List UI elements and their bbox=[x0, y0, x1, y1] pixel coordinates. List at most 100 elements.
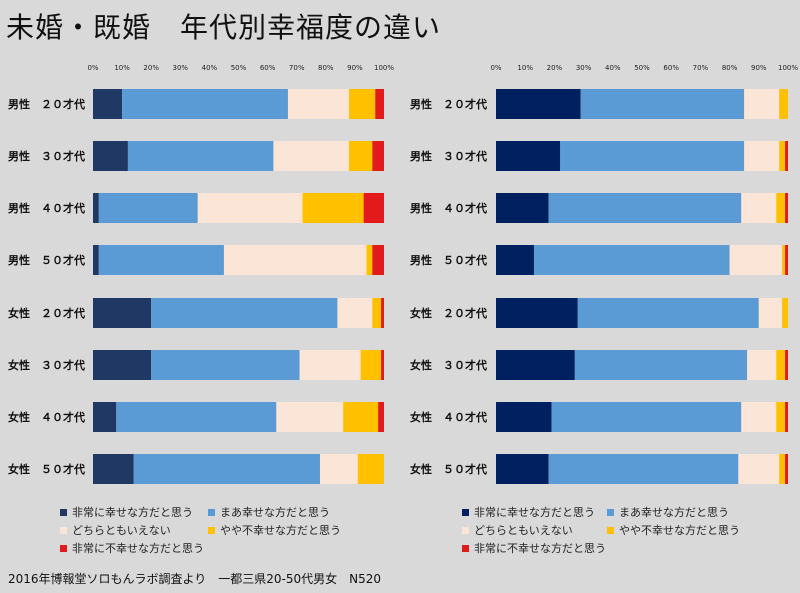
bar-segment bbox=[776, 193, 786, 223]
bar-segment bbox=[574, 350, 748, 380]
legend-label: どちらともいえない bbox=[72, 524, 171, 537]
bar-segment bbox=[548, 454, 739, 484]
legend-item: どちらともいえない bbox=[60, 522, 171, 538]
bar-segment bbox=[496, 454, 549, 484]
bar-segment bbox=[785, 454, 788, 484]
category-label: 男性 ４０才代 bbox=[410, 201, 487, 215]
bar-segment bbox=[785, 402, 788, 432]
legend-label: まあ幸せな方だと思う bbox=[220, 506, 330, 519]
x-tick-label: 40% bbox=[605, 64, 621, 72]
x-tick-label: 80% bbox=[318, 64, 334, 72]
legend-label: どちらともいえない bbox=[474, 524, 573, 537]
bar-segment bbox=[372, 298, 382, 328]
legend-label: 非常に不幸せな方だと思う bbox=[474, 542, 606, 555]
x-tick-label: 20% bbox=[547, 64, 563, 72]
bar-segment bbox=[560, 141, 745, 171]
bar-segment bbox=[133, 454, 320, 484]
bar-segment bbox=[276, 402, 344, 432]
legend-item: 非常に幸せな方だと思う bbox=[60, 504, 193, 520]
bar-segment bbox=[366, 245, 373, 275]
category-label: 男性 ２０才代 bbox=[410, 97, 487, 111]
bar-segment bbox=[93, 298, 152, 328]
bar-segment bbox=[372, 141, 384, 171]
bar-segment bbox=[776, 350, 786, 380]
page-title: 未婚・既婚 年代別幸福度の違い bbox=[6, 11, 442, 44]
x-tick-label: 50% bbox=[231, 64, 247, 72]
bar-segment bbox=[744, 141, 780, 171]
category-label: 男性 ５０才代 bbox=[8, 253, 85, 267]
bar-segment bbox=[580, 89, 745, 119]
bar-segment bbox=[747, 350, 777, 380]
category-label: 女性 ４０才代 bbox=[8, 410, 85, 424]
bar-segment bbox=[93, 141, 128, 171]
bar-segment bbox=[197, 193, 303, 223]
bar-segment bbox=[98, 245, 224, 275]
category-label: 男性 ２０才代 bbox=[8, 97, 85, 111]
bar-segment bbox=[349, 141, 373, 171]
category-label: 女性 ５０才代 bbox=[410, 462, 487, 476]
bar-segment bbox=[782, 245, 786, 275]
x-tick-label: 90% bbox=[347, 64, 363, 72]
x-tick-label: 70% bbox=[289, 64, 305, 72]
bar-segment bbox=[785, 141, 788, 171]
bar-segment bbox=[151, 298, 338, 328]
legend-label: やや不幸せな方だと思う bbox=[220, 524, 341, 537]
x-tick-label: 60% bbox=[260, 64, 276, 72]
bar-segment bbox=[496, 245, 534, 275]
bar-segment bbox=[496, 402, 552, 432]
bar-segment bbox=[779, 89, 788, 119]
chart-married: 0% 10% 20% 30% 40% 50% 60% 70% 80% 90% 100% 男性 ２０才代… bbox=[410, 64, 798, 484]
chart-unmarried: 0% 10% 20% 30% 40% 50% 60% 70% 80% 90% 100% 男性 ２０才代… bbox=[8, 64, 394, 484]
legend-swatch bbox=[60, 526, 67, 534]
legend-label: 非常に幸せな方だと思う bbox=[474, 506, 595, 519]
legend-label: やや不幸せな方だと思う bbox=[619, 524, 740, 537]
bar-segment bbox=[785, 193, 788, 223]
legend-swatch bbox=[462, 508, 469, 516]
category-label: 男性 ３０才代 bbox=[8, 149, 85, 163]
x-tick-label: 100% bbox=[374, 64, 394, 72]
legend-item: 非常に不幸せな方だと思う bbox=[60, 540, 204, 556]
bar-segment bbox=[496, 193, 549, 223]
bar-segment bbox=[577, 298, 759, 328]
category-label: 女性 ３０才代 bbox=[8, 358, 85, 372]
bar-segment bbox=[741, 402, 777, 432]
category-label: 男性 ３０才代 bbox=[410, 149, 487, 163]
bar-segment bbox=[776, 402, 786, 432]
bar-segment bbox=[349, 89, 376, 119]
bar-segment bbox=[363, 193, 384, 223]
bar-segment bbox=[343, 402, 379, 432]
bar-segment bbox=[758, 298, 783, 328]
x-tick-label: 30% bbox=[173, 64, 189, 72]
source-note: 2016年博報堂ソロもんラボ調査より 一都三県20-50代男女 N520 bbox=[8, 572, 382, 586]
legend-swatch bbox=[208, 508, 215, 516]
x-tick-label: 30% bbox=[576, 64, 592, 72]
bar-segment bbox=[738, 454, 780, 484]
bar-segment bbox=[273, 141, 350, 171]
bar-segment bbox=[122, 89, 288, 119]
x-tick-label: 60% bbox=[663, 64, 679, 72]
legend-swatch bbox=[60, 508, 67, 516]
x-tick-label: 70% bbox=[693, 64, 709, 72]
legend-swatch bbox=[208, 526, 215, 534]
bar-segment bbox=[533, 245, 730, 275]
legend-left: 非常に幸せな方だと思う まあ幸せな方だと思う どちらともいえない やや不幸せな方… bbox=[60, 504, 390, 564]
bar-segment bbox=[93, 350, 152, 380]
bar-segment bbox=[127, 141, 274, 171]
bar-segment bbox=[741, 193, 777, 223]
bar-segment bbox=[116, 402, 277, 432]
bar-segment bbox=[785, 350, 788, 380]
category-label: 女性 ３０才代 bbox=[410, 358, 487, 372]
bar-segment bbox=[785, 245, 788, 275]
bar-segment bbox=[729, 245, 783, 275]
category-label: 男性 ４０才代 bbox=[8, 201, 85, 215]
bar-segment bbox=[375, 89, 384, 119]
x-tick-label: 50% bbox=[634, 64, 650, 72]
bar-segment bbox=[93, 89, 123, 119]
bar-segment bbox=[548, 193, 742, 223]
bar-segment bbox=[223, 245, 367, 275]
bar-segment bbox=[98, 193, 198, 223]
x-tick-label: 20% bbox=[143, 64, 159, 72]
bar-segment bbox=[496, 89, 581, 119]
bar-segment bbox=[496, 141, 561, 171]
